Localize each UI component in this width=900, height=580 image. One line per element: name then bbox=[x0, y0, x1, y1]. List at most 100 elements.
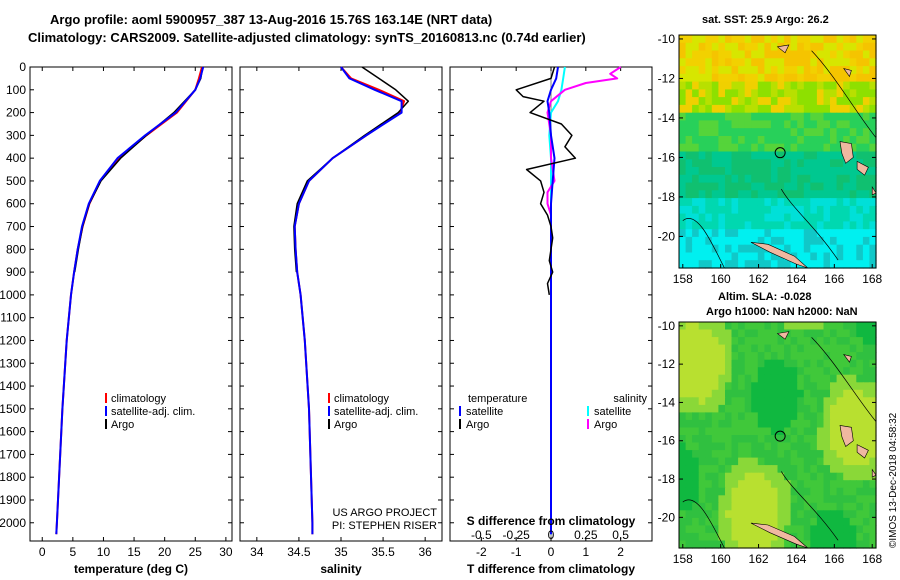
legend-diff-sal-sat-label: satellite bbox=[594, 406, 631, 418]
map-cell bbox=[790, 112, 798, 122]
map-cell bbox=[685, 213, 693, 222]
map-cell bbox=[797, 167, 805, 176]
map-x-tick-label: 160 bbox=[711, 552, 731, 566]
map-cell bbox=[711, 472, 719, 481]
map-cell bbox=[849, 367, 857, 376]
map-cell bbox=[725, 344, 733, 353]
map-cell bbox=[777, 35, 785, 44]
map-cell bbox=[797, 510, 805, 519]
map-cell bbox=[849, 502, 857, 511]
map-cell bbox=[705, 42, 713, 52]
map-cell bbox=[770, 359, 779, 368]
map-cell bbox=[803, 73, 811, 83]
map-cell bbox=[711, 151, 719, 160]
map-cell bbox=[862, 367, 871, 376]
map-cell bbox=[803, 205, 811, 215]
map-cell bbox=[725, 374, 733, 383]
map-cell bbox=[731, 221, 739, 230]
top-tick-label: 0.25 bbox=[574, 528, 598, 542]
map-cell bbox=[757, 532, 765, 541]
map-cell bbox=[777, 73, 785, 83]
map-cell bbox=[790, 427, 798, 436]
map-cell bbox=[698, 322, 706, 331]
map-cell bbox=[816, 97, 825, 106]
map-cell bbox=[862, 229, 871, 238]
map-cell bbox=[862, 472, 871, 481]
map-cell bbox=[685, 104, 693, 114]
map-cell bbox=[705, 244, 713, 254]
map-cell bbox=[731, 344, 739, 353]
map-cell bbox=[698, 525, 706, 534]
map-cell bbox=[764, 495, 772, 504]
map-cell bbox=[843, 167, 851, 176]
map-cell bbox=[698, 487, 706, 496]
map-cell bbox=[784, 81, 792, 90]
map-cell bbox=[803, 190, 811, 199]
bathymetry-contour bbox=[780, 188, 839, 261]
map-cell bbox=[744, 151, 752, 160]
map-cell bbox=[731, 174, 739, 184]
map-cell bbox=[797, 143, 805, 153]
map-cell bbox=[869, 198, 877, 207]
map-cell bbox=[718, 412, 726, 421]
map-cell bbox=[751, 35, 759, 44]
map-cell bbox=[725, 397, 733, 406]
map-cell bbox=[869, 167, 877, 176]
map-cell bbox=[836, 42, 844, 52]
map-cell bbox=[692, 487, 700, 496]
map-cell bbox=[856, 435, 864, 444]
map-cell bbox=[777, 322, 785, 331]
y-tick-label: 400 bbox=[6, 151, 26, 165]
map-cell bbox=[725, 532, 733, 541]
map-cell bbox=[744, 450, 752, 459]
map-cell bbox=[797, 450, 805, 459]
map-cell bbox=[757, 359, 765, 368]
map-cell bbox=[843, 198, 851, 207]
map-cell bbox=[856, 480, 864, 489]
map-cell bbox=[810, 510, 818, 519]
map-cell bbox=[685, 151, 693, 160]
map-cell bbox=[810, 329, 818, 338]
map-cell bbox=[718, 382, 726, 391]
map-cell bbox=[718, 73, 726, 83]
map-cell bbox=[711, 58, 719, 67]
map-cell bbox=[856, 322, 864, 331]
map-cell bbox=[764, 136, 772, 145]
map-cell bbox=[856, 457, 864, 466]
map-cell bbox=[777, 389, 785, 398]
map-cell bbox=[790, 525, 798, 534]
map-cell bbox=[692, 112, 700, 122]
x-tick-label: 15 bbox=[127, 545, 141, 559]
map-cell bbox=[856, 404, 864, 413]
map-cell bbox=[836, 151, 844, 160]
map-cell bbox=[757, 221, 765, 230]
map-cell bbox=[823, 495, 831, 504]
map-cell bbox=[738, 450, 746, 459]
map-cell bbox=[757, 367, 765, 376]
map-y-tick-label: -20 bbox=[658, 510, 676, 524]
map-cell bbox=[705, 58, 713, 67]
map-cell bbox=[692, 442, 700, 451]
map-cell bbox=[711, 42, 719, 52]
map-cell bbox=[862, 480, 871, 489]
map-cell bbox=[711, 66, 719, 75]
map-cell bbox=[784, 352, 792, 361]
map-cell bbox=[718, 112, 726, 122]
map-cell bbox=[705, 442, 713, 451]
map-cell bbox=[744, 510, 752, 519]
map-cell bbox=[685, 540, 693, 549]
map-cell bbox=[738, 50, 746, 59]
map-cell bbox=[679, 66, 687, 75]
map-cell bbox=[810, 58, 818, 67]
map-cell bbox=[836, 532, 844, 541]
map-cell bbox=[797, 404, 805, 413]
map-cell bbox=[810, 450, 818, 459]
map-cell bbox=[849, 374, 857, 383]
credit-line-2: PI: STEPHEN RISER bbox=[332, 520, 437, 532]
map-cell bbox=[764, 322, 772, 331]
map-cell bbox=[770, 73, 779, 83]
map-cell bbox=[797, 104, 805, 114]
map-cell bbox=[744, 435, 752, 444]
map-cell bbox=[698, 128, 706, 137]
map-cell bbox=[692, 344, 700, 353]
